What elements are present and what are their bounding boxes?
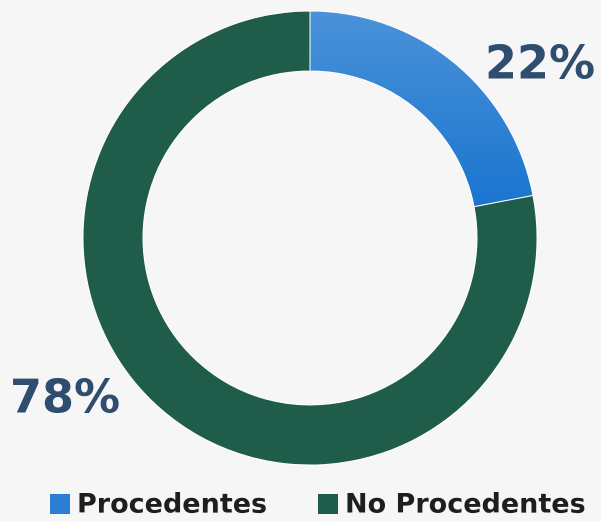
donut-slice	[82, 10, 538, 466]
value-label: 22%	[485, 36, 595, 90]
legend-swatch	[318, 494, 338, 514]
value-label: 78%	[10, 370, 120, 424]
legend-label: Procedentes	[77, 489, 267, 520]
legend-label: No Procedentes	[345, 489, 586, 520]
legend-swatch	[50, 494, 70, 514]
